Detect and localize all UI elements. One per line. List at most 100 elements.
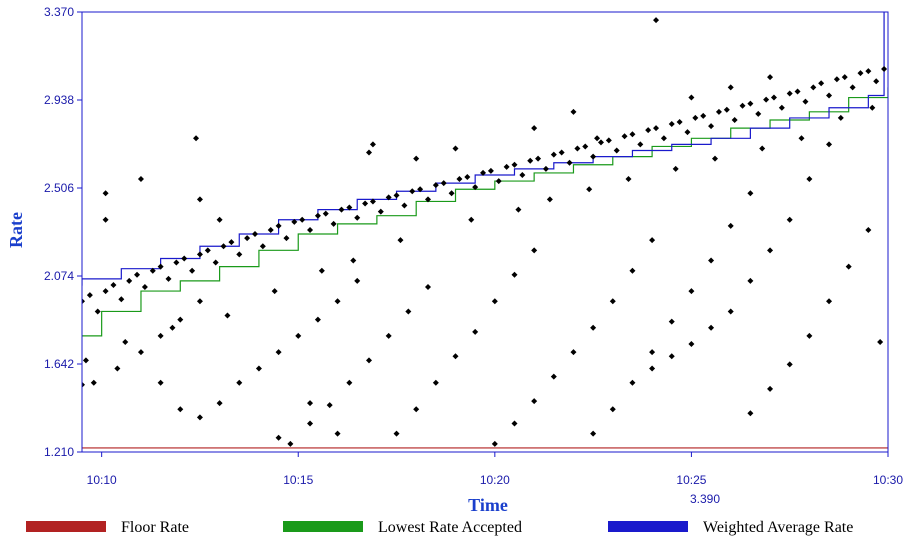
bid-point xyxy=(32,325,38,331)
bid-point xyxy=(102,216,109,223)
bid-point xyxy=(629,379,636,386)
bid-point xyxy=(59,374,65,380)
bid-point xyxy=(649,237,656,244)
bid-point xyxy=(369,198,376,205)
bid-point xyxy=(712,155,719,162)
bid-point xyxy=(625,176,632,183)
bid-point xyxy=(346,379,353,386)
bid-point xyxy=(770,94,777,101)
bid-point xyxy=(826,92,833,99)
bid-point xyxy=(338,206,345,213)
bid-point xyxy=(747,190,754,197)
bid-point xyxy=(708,324,715,331)
bid-point xyxy=(495,178,502,185)
bid-point xyxy=(590,153,597,160)
legend-swatch xyxy=(283,521,363,532)
bid-point xyxy=(94,308,101,315)
bid-point xyxy=(12,390,18,396)
y-tick-label: 3.370 xyxy=(44,5,74,19)
bid-point xyxy=(259,243,266,250)
bid-point xyxy=(137,176,144,183)
bid-point xyxy=(36,380,42,386)
bid-point xyxy=(110,281,117,288)
bid-point xyxy=(629,267,636,274)
bid-point xyxy=(786,90,793,97)
bid-point xyxy=(393,430,400,437)
bid-point xyxy=(177,406,184,413)
bid-point xyxy=(668,353,675,360)
bid-point xyxy=(228,239,235,246)
bid-point xyxy=(570,349,577,356)
bid-point xyxy=(267,226,274,233)
legend-swatch xyxy=(26,521,106,532)
bid-point xyxy=(786,216,793,223)
bid-point xyxy=(688,288,695,295)
bid-point xyxy=(491,440,498,447)
bid-point xyxy=(236,251,243,258)
bid-point xyxy=(833,76,840,83)
bid-point xyxy=(515,206,522,213)
bid-point xyxy=(837,114,844,121)
bid-point xyxy=(377,208,384,215)
x-tick-label: 10:10 xyxy=(87,473,117,487)
bid-point xyxy=(196,196,203,203)
bid-point xyxy=(86,292,93,299)
bid-point xyxy=(546,196,553,203)
bid-point xyxy=(597,139,604,146)
bid-point xyxy=(369,141,376,148)
bid-point xyxy=(82,357,89,364)
bid-point xyxy=(393,192,400,199)
bid-point xyxy=(684,129,691,136)
bid-point xyxy=(196,414,203,421)
y-tick-label: 2.074 xyxy=(44,269,74,283)
bid-point xyxy=(605,137,612,144)
bid-point xyxy=(55,313,61,319)
bid-point xyxy=(322,210,329,217)
bid-point xyxy=(535,155,542,162)
bid-point xyxy=(275,349,282,356)
bid-point xyxy=(786,361,793,368)
bid-point xyxy=(82,381,85,388)
bid-point xyxy=(255,365,262,372)
bid-point xyxy=(134,271,141,278)
bid-point xyxy=(637,141,644,148)
bid-point xyxy=(8,339,14,345)
bid-point xyxy=(212,259,219,266)
bid-point xyxy=(676,119,683,125)
bid-point xyxy=(645,127,652,134)
bid-point xyxy=(20,406,26,412)
bid-point xyxy=(307,400,314,407)
bid-point xyxy=(629,131,636,138)
bid-point xyxy=(122,339,129,345)
bid-point xyxy=(216,400,223,407)
bid-point xyxy=(542,165,549,172)
bid-point xyxy=(668,121,675,128)
x-tick-label: 10:25 xyxy=(676,473,706,487)
bid-point xyxy=(747,410,754,417)
bid-point xyxy=(330,220,337,227)
bid-point xyxy=(767,247,774,254)
bid-point xyxy=(385,332,392,339)
bid-point xyxy=(196,251,203,258)
bid-point xyxy=(708,123,715,130)
bid-point xyxy=(818,80,825,87)
bid-point xyxy=(806,176,813,183)
bid-point xyxy=(649,365,656,372)
bid-point xyxy=(739,102,746,109)
bid-point xyxy=(48,329,54,335)
bid-point xyxy=(472,184,479,191)
bid-point xyxy=(157,332,164,339)
bid-point xyxy=(287,440,294,447)
legend-label: Weighted Average Rate xyxy=(703,519,853,536)
bid-point xyxy=(251,231,258,238)
bid-point xyxy=(424,284,431,290)
bid-point xyxy=(806,332,813,339)
bid-point xyxy=(810,84,817,91)
bid-point xyxy=(40,317,46,323)
bid-point xyxy=(432,182,439,189)
x-tick-label: 10:20 xyxy=(480,473,510,487)
bid-point xyxy=(413,406,420,413)
bid-point xyxy=(283,235,290,242)
bid-point xyxy=(594,135,601,142)
